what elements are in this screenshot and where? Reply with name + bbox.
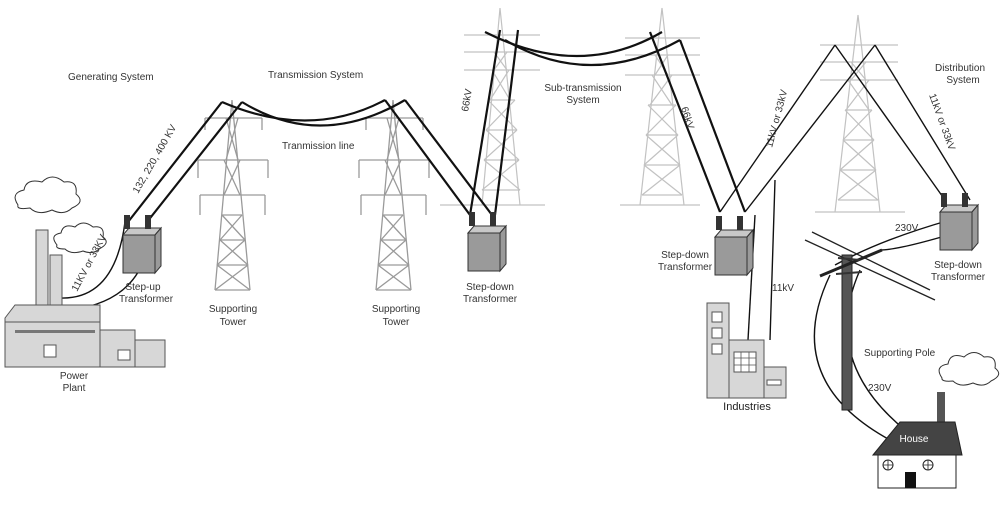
step-down-transformer-2 [713,216,755,277]
label-11kv: 11kV [772,283,794,294]
label-11kv-33kv-right: 11kV or 33kV [926,92,957,152]
label-distribution-2: System [946,75,979,86]
label-11kv-33kv-mid: 11kV or 33kV [764,88,790,148]
label-230v-pole: 230V [868,383,892,394]
label-step-down-3a: Step-down [934,260,982,271]
label-supporting-tower-2b: Tower [383,317,410,328]
label-transmission-system: Transmission System [268,70,363,81]
smoke-cloud-2 [53,222,107,254]
house [871,352,1000,489]
label-step-down-3b: Transformer [931,272,986,283]
transmission-wires [59,99,493,311]
label-transmission-line: Tranmission line [282,141,355,152]
label-step-down-2a: Step-down [661,250,709,261]
distribution-tower [815,14,905,213]
industries-building [706,302,787,399]
step-up-transformer [121,215,163,275]
label-supporting-tower-1a: Supporting [209,304,257,315]
label-generating-system: Generating System [68,72,154,83]
label-house: House [900,434,929,445]
label-230v-top: 230V [895,223,919,234]
supporting-pole [804,231,936,411]
sub-transmission-tower-2 [620,7,700,206]
smoke-cloud-3 [938,352,1000,386]
sub-transmission-tower-1 [440,7,545,206]
label-66kv-left: 66kV [460,88,475,113]
step-down-transformer-1 [466,212,508,273]
label-step-up-1: Step-up [125,282,160,293]
label-step-down-1b: Transformer [463,294,518,305]
label-sub-transmission-2: System [566,95,599,106]
label-distribution-1: Distribution [935,63,985,74]
label-step-up-2: Transformer [119,294,174,305]
label-supporting-pole: Supporting Pole [864,348,936,359]
label-power-plant-2: Plant [63,383,86,394]
label-supporting-tower-1b: Tower [220,317,247,328]
label-industries: Industries [723,401,771,413]
supporting-tower-1 [197,99,269,291]
sub-transmission-wires [468,29,747,216]
label-step-down-1a: Step-down [466,282,514,293]
smoke-cloud-1 [14,176,81,214]
label-66kv-right: 66kV [678,106,696,131]
label-132-220-400kv: 132, 220, 400 KV [131,123,179,196]
label-supporting-tower-2a: Supporting [372,304,420,315]
label-sub-transmission-1: Sub-transmission [544,83,621,94]
supporting-tower-2 [358,99,430,291]
label-step-down-2b: Transformer [658,262,713,273]
power-plant [4,176,166,368]
step-down-transformer-3 [938,193,980,252]
label-power-plant-1: Power [60,371,89,382]
